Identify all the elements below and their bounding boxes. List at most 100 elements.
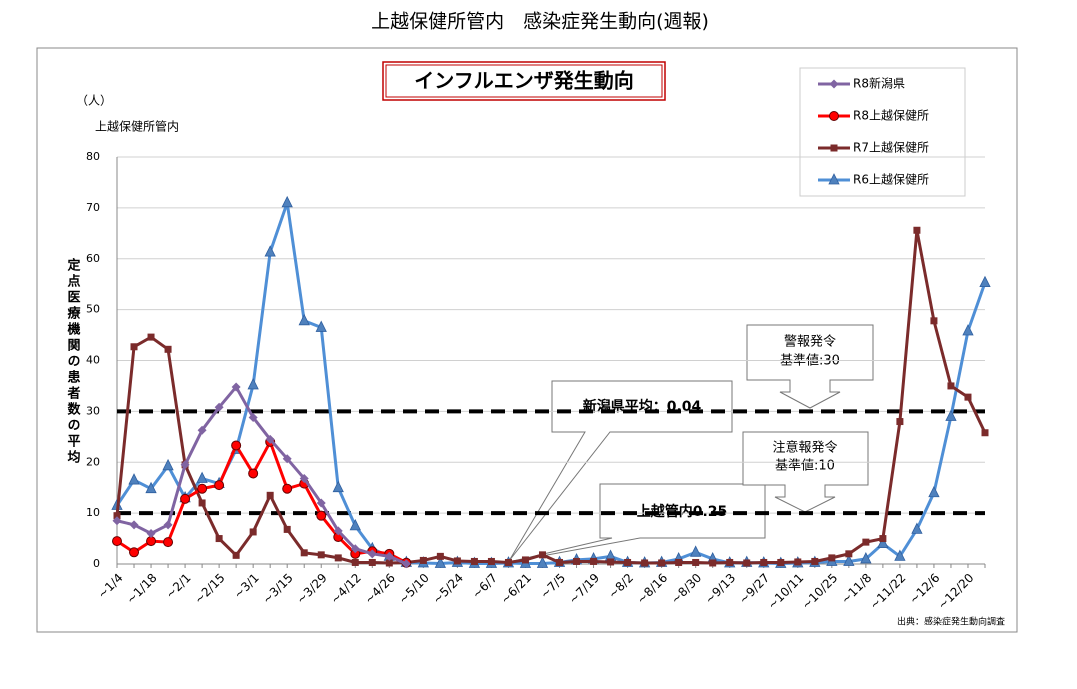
y-tick-label: 20 [86, 455, 100, 468]
marker [962, 324, 974, 336]
marker [282, 483, 293, 494]
marker [777, 558, 785, 566]
marker [385, 559, 393, 567]
marker [300, 549, 308, 557]
marker [180, 460, 190, 470]
marker [947, 382, 955, 390]
series-line [115, 229, 987, 565]
marker [911, 522, 923, 534]
marker [198, 499, 206, 507]
marker [862, 538, 870, 546]
marker [214, 402, 224, 412]
y-tick-label: 50 [86, 303, 100, 316]
y-axis-label: 定点医療機関の患者数の平均 [65, 257, 82, 466]
marker [197, 483, 208, 494]
marker [129, 520, 139, 530]
marker [316, 498, 326, 508]
annotation: 新潟県平均：0.04 [583, 398, 702, 415]
annotation: 基準値:10 [775, 458, 835, 474]
marker [830, 144, 838, 152]
marker [163, 520, 173, 530]
y-tick-label: 60 [86, 252, 100, 265]
marker [129, 547, 140, 558]
marker [590, 557, 598, 565]
marker [811, 557, 819, 565]
marker [351, 558, 359, 566]
source: 出典：感染症発生動向調査 [897, 616, 1005, 628]
marker [248, 412, 258, 422]
marker [521, 556, 529, 564]
y-axis-label-text: 定点医療機関の患者数の平均 [65, 257, 82, 466]
callout [508, 380, 733, 562]
marker [332, 480, 344, 493]
marker [401, 559, 411, 569]
marker [146, 528, 156, 538]
marker [147, 333, 155, 341]
marker [163, 537, 174, 548]
marker [368, 558, 376, 566]
y-unit: （人） [76, 94, 112, 108]
series-line [115, 202, 987, 565]
y-tick-label: 70 [86, 201, 100, 214]
callout [508, 483, 766, 563]
y-sublabel: 上越保健所管内 [95, 119, 179, 134]
marker [828, 554, 836, 562]
marker [299, 474, 309, 484]
marker [298, 313, 310, 326]
page-title: 上越保健所管内 感染症発生動向(週報) [371, 11, 709, 33]
marker [504, 558, 512, 566]
callout [746, 324, 874, 409]
y-tick-label: 30 [86, 404, 100, 417]
marker [196, 471, 208, 483]
marker [487, 557, 495, 565]
marker [248, 468, 259, 479]
legend-label: R7上越保健所 [853, 141, 929, 155]
marker [879, 535, 887, 543]
marker [829, 111, 839, 121]
marker [538, 551, 546, 559]
marker [843, 554, 855, 566]
legend-label: R6上越保健所 [853, 173, 929, 187]
marker [162, 458, 174, 471]
marker [675, 558, 683, 566]
marker [964, 393, 972, 401]
marker [624, 558, 632, 566]
marker [315, 320, 327, 332]
marker [215, 535, 223, 543]
marker [930, 317, 938, 325]
title-box [382, 61, 666, 101]
marker [690, 545, 702, 557]
marker [877, 536, 889, 549]
marker [333, 526, 343, 536]
marker [349, 518, 361, 531]
marker [658, 559, 666, 567]
marker [249, 528, 257, 536]
marker [283, 525, 291, 533]
marker [945, 409, 957, 421]
marker [145, 481, 157, 494]
marker [419, 556, 427, 564]
marker [860, 552, 872, 564]
marker [384, 551, 394, 561]
marker [113, 512, 121, 520]
marker [434, 556, 447, 568]
marker [829, 79, 839, 89]
marker [743, 559, 751, 567]
marker [607, 558, 615, 566]
marker [266, 491, 274, 499]
legend-label: R8上越保健所 [853, 109, 929, 123]
marker [112, 516, 122, 526]
marker [231, 382, 241, 392]
chart-title: インフルエンザ発生動向 [414, 69, 633, 93]
marker [316, 510, 327, 521]
marker [281, 195, 293, 208]
marker [981, 429, 989, 437]
y-tick-label: 80 [86, 150, 100, 163]
marker [845, 550, 853, 558]
marker [979, 275, 991, 288]
y-tick-label: 10 [86, 506, 100, 519]
marker [436, 552, 444, 560]
annotation: 警報発令 [784, 334, 836, 350]
